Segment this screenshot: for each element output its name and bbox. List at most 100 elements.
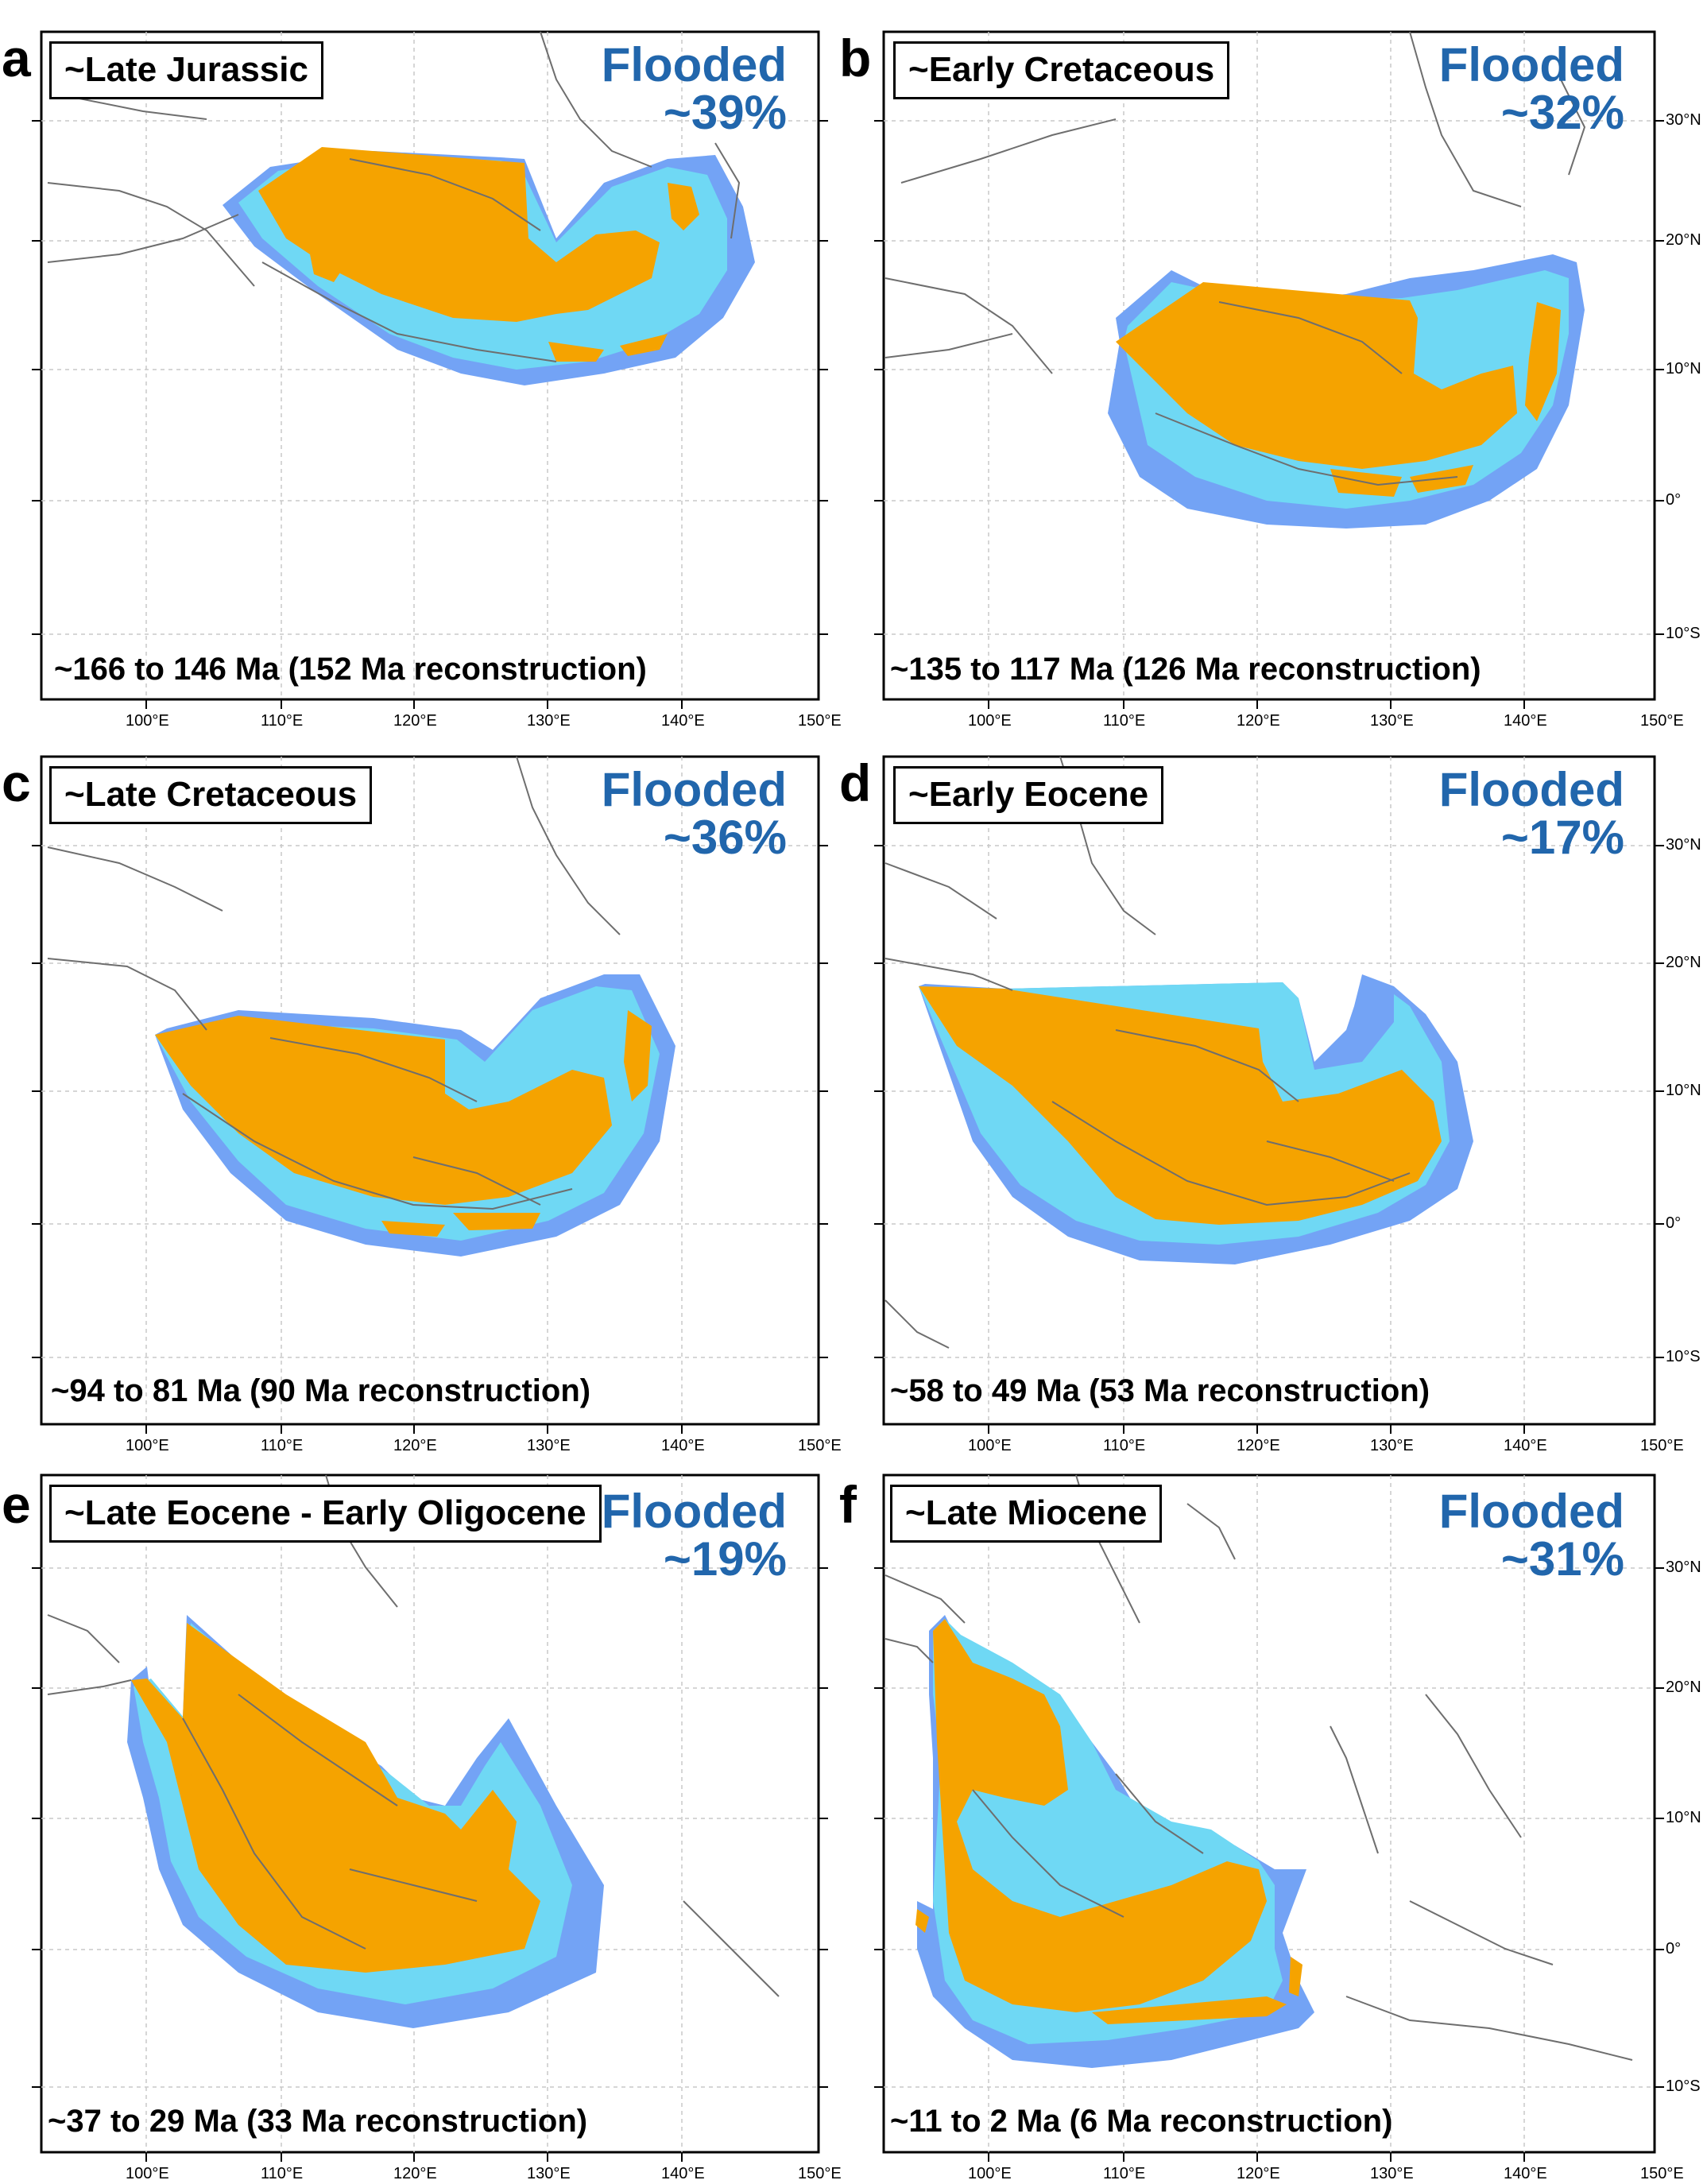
lon-tick: 110°E <box>261 1437 304 1454</box>
flooded-percent: ~19% <box>663 1532 787 1586</box>
lon-tick: 120°E <box>393 1437 437 1454</box>
land-area <box>155 1016 612 1205</box>
time-range: ~135 to 117 Ma (126 Ma reconstruction) <box>890 652 1481 687</box>
flooded-stat: Flooded ~39% <box>602 41 787 137</box>
land-area <box>919 986 1442 1225</box>
lon-tick: 120°E <box>1237 1437 1280 1454</box>
panel-letter: b <box>839 29 872 87</box>
lon-tick: 140°E <box>1504 712 1547 730</box>
lat-tick: 30°N <box>1666 111 1701 129</box>
flooded-stat: Flooded ~19% <box>602 1488 787 1583</box>
lon-tick: 140°E <box>1504 2165 1547 2182</box>
panel-letter: a <box>2 29 31 87</box>
map-b <box>874 30 1664 709</box>
flooded-stat: Flooded ~17% <box>1439 766 1624 862</box>
lat-tick: 20°N <box>1666 954 1701 971</box>
lon-tick: 130°E <box>527 712 571 730</box>
lon-tick: 130°E <box>1370 1437 1414 1454</box>
lon-tick: 120°E <box>393 2165 437 2182</box>
lon-tick: 110°E <box>1103 712 1146 730</box>
time-range: ~58 to 49 Ma (53 Ma reconstruction) <box>890 1373 1430 1408</box>
flooded-stat: Flooded ~36% <box>602 766 787 862</box>
lat-tick: 10°S <box>1666 625 1701 642</box>
lat-tick: 10°S <box>1666 1348 1701 1365</box>
lon-tick: 100°E <box>126 2165 169 2182</box>
time-range: ~11 to 2 Ma (6 Ma reconstruction) <box>890 2104 1393 2139</box>
period-label: ~Early Cretaceous <box>893 41 1230 99</box>
lon-tick: 130°E <box>1370 712 1414 730</box>
flooded-label: Flooded <box>601 1485 787 1538</box>
land-area <box>258 147 660 322</box>
lat-tick: 20°N <box>1666 231 1701 249</box>
lon-tick: 150°E <box>798 712 842 730</box>
time-range: ~94 to 81 Ma (90 Ma reconstruction) <box>51 1373 591 1408</box>
map-c <box>32 755 828 1434</box>
map-a <box>32 30 828 709</box>
lon-tick: 110°E <box>1103 1437 1146 1454</box>
lon-tick: 150°E <box>1640 712 1684 730</box>
flooded-stat: Flooded ~32% <box>1439 41 1624 137</box>
lat-tick: 0° <box>1666 1940 1682 1957</box>
flooded-label: Flooded <box>1438 38 1624 91</box>
lon-tick: 150°E <box>1640 2165 1684 2182</box>
lat-tick: 10°S <box>1666 2078 1701 2095</box>
lat-tick: 10°N <box>1666 1082 1701 1099</box>
lon-tick: 100°E <box>126 712 169 730</box>
lon-tick: 110°E <box>1103 2165 1146 2182</box>
lon-tick: 150°E <box>798 2165 842 2182</box>
panel-letter: c <box>2 753 31 812</box>
flooded-percent: ~31% <box>1500 1532 1624 1586</box>
lon-tick: 140°E <box>1504 1437 1547 1454</box>
lon-tick: 100°E <box>968 1437 1012 1454</box>
time-range: ~37 to 29 Ma (33 Ma reconstruction) <box>48 2104 588 2139</box>
flooded-stat: Flooded ~31% <box>1439 1488 1624 1583</box>
flooded-percent: ~36% <box>663 811 787 864</box>
map-f <box>874 1473 1664 2162</box>
map-e <box>32 1473 828 2162</box>
period-label: ~Late Cretaceous <box>49 766 373 824</box>
flooded-label: Flooded <box>1438 763 1624 816</box>
lon-tick: 130°E <box>527 2165 571 2182</box>
lat-tick: 20°N <box>1666 1679 1701 1696</box>
panel-letter: f <box>839 1475 857 1534</box>
lon-tick: 110°E <box>261 2165 304 2182</box>
flooded-label: Flooded <box>601 38 787 91</box>
lon-tick: 110°E <box>261 712 304 730</box>
lon-tick: 150°E <box>798 1437 842 1454</box>
lon-tick: 130°E <box>527 1437 571 1454</box>
period-label: ~Early Eocene <box>893 766 1164 824</box>
panel-letter: d <box>839 753 872 812</box>
time-range: ~166 to 146 Ma (152 Ma reconstruction) <box>54 652 647 687</box>
panel-letter: e <box>2 1475 31 1534</box>
lat-tick: 30°N <box>1666 1559 1701 1576</box>
lat-tick: 0° <box>1666 491 1682 509</box>
lon-tick: 120°E <box>1237 712 1280 730</box>
flooded-percent: ~39% <box>663 86 787 139</box>
lat-tick: 30°N <box>1666 836 1701 854</box>
lat-tick: 10°N <box>1666 1809 1701 1826</box>
period-label: ~Late Jurassic <box>49 41 323 99</box>
panel-a: a ~Late Jurassic Flooded ~39% ~166 to 14… <box>0 0 854 730</box>
panel-d: d ~Early Eocene Flooded ~17% ~58 to 49 M… <box>839 728 1707 1456</box>
lat-tick: 0° <box>1666 1214 1682 1232</box>
map-d <box>874 755 1664 1434</box>
lon-tick: 140°E <box>661 712 705 730</box>
land-area <box>933 1619 1267 2012</box>
panel-f: f ~Late Miocene Flooded ~31% ~11 to 2 Ma… <box>839 1456 1707 2184</box>
lon-tick: 140°E <box>661 2165 705 2182</box>
lon-tick: 130°E <box>1370 2165 1414 2182</box>
panel-e: e ~Late Eocene - Early Oligocene Flooded… <box>0 1456 854 2184</box>
panel-b: b ~Early Cretaceous Flooded ~32% ~135 to… <box>839 0 1707 730</box>
land-area <box>1116 282 1517 469</box>
flooded-label: Flooded <box>1438 1485 1624 1538</box>
lon-tick: 100°E <box>968 712 1012 730</box>
panel-c: c ~Late Cretaceous Flooded ~36% ~94 to 8… <box>0 728 854 1456</box>
lon-tick: 100°E <box>126 1437 169 1454</box>
period-label: ~Late Eocene - Early Oligocene <box>49 1485 602 1543</box>
period-label: ~Late Miocene <box>890 1485 1163 1543</box>
lon-tick: 100°E <box>968 2165 1012 2182</box>
lon-tick: 140°E <box>661 1437 705 1454</box>
flooded-percent: ~17% <box>1500 811 1624 864</box>
lon-tick: 150°E <box>1640 1437 1684 1454</box>
lat-tick: 10°N <box>1666 360 1701 378</box>
